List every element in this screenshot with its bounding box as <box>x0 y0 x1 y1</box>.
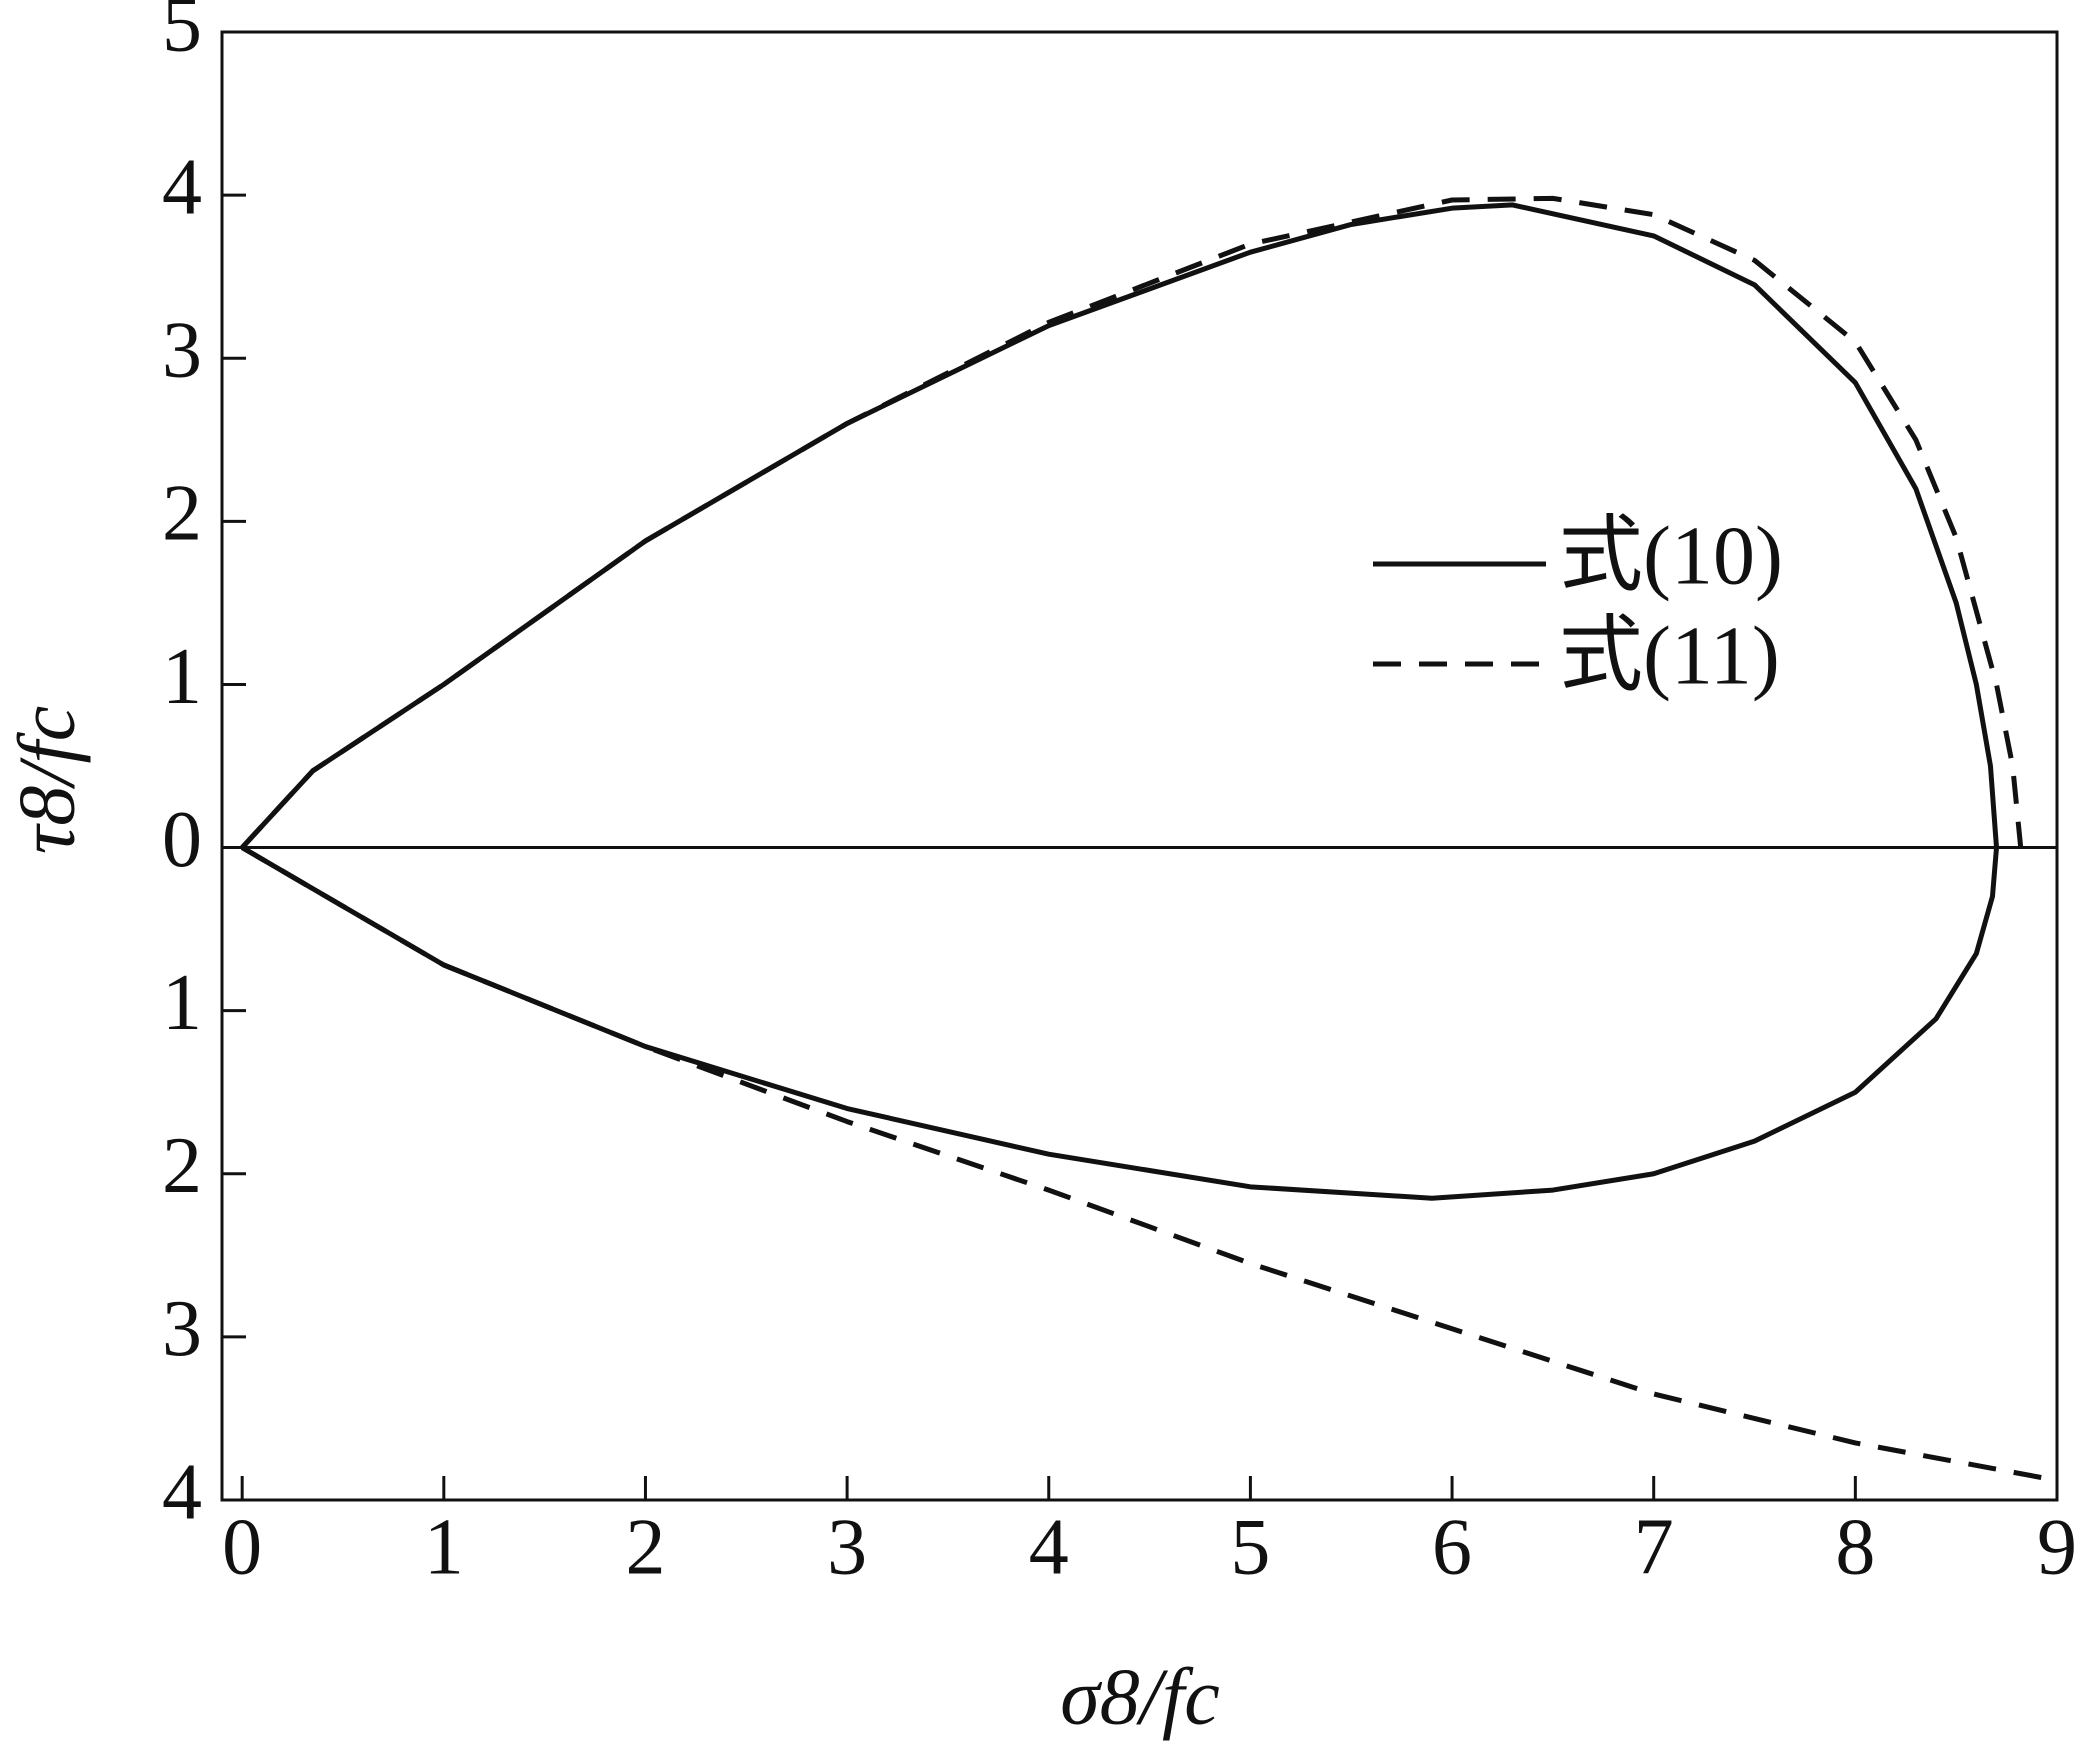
y-tick-label: 3 <box>162 1285 202 1373</box>
legend-label: 式(10) <box>1559 509 1783 602</box>
plot-frame <box>220 30 2059 1502</box>
data-line <box>240 195 2024 850</box>
y-tick-label: 4 <box>162 1448 202 1536</box>
y-tick-label: 0 <box>162 796 202 884</box>
y-axis-label: τ8/fc <box>3 706 91 855</box>
x-tick-label: 1 <box>424 1503 464 1591</box>
x-tick-label: 6 <box>1432 1503 1472 1591</box>
y-tick-label: 1 <box>162 959 202 1047</box>
x-tick-label: 9 <box>2037 1503 2077 1591</box>
x-tick-label: 4 <box>1029 1503 1069 1591</box>
x-tick-label: 7 <box>1634 1503 1674 1591</box>
x-tick-label: 5 <box>1230 1503 1270 1591</box>
data-line <box>240 845 2058 1483</box>
data-line <box>240 202 2000 1201</box>
y-tick-label: 1 <box>162 633 202 721</box>
x-tick-label: 2 <box>625 1503 665 1591</box>
x-tick-label: 8 <box>1835 1503 1875 1591</box>
y-tick-label: 2 <box>162 470 202 558</box>
legend: 式(10)式(11) <box>1373 509 1783 702</box>
x-axis-label: σ8/fc <box>1060 1653 1219 1741</box>
y-tick-label: 2 <box>162 1122 202 1210</box>
x-tick-label: 0 <box>222 1503 262 1591</box>
y-tick-label: 5 <box>162 0 202 68</box>
x-tick-label: 3 <box>827 1503 867 1591</box>
legend-label: 式(11) <box>1559 609 1780 702</box>
y-tick-label: 3 <box>162 307 202 395</box>
y-tick-label: 4 <box>162 143 202 231</box>
